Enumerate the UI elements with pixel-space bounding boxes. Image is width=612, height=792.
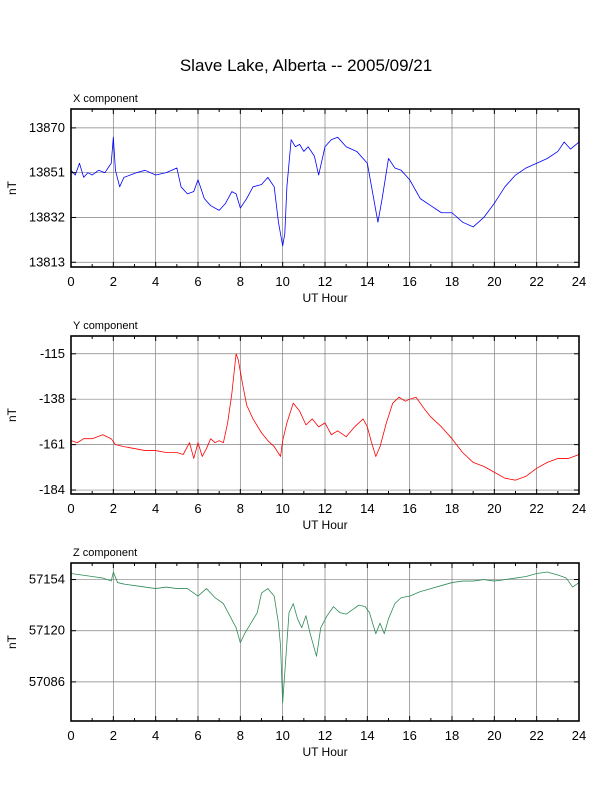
x-tick-label: 16 (402, 728, 416, 743)
x-tick-label: 12 (318, 274, 332, 289)
x-tick-label: 16 (402, 501, 416, 516)
x-tick-label: 4 (152, 274, 159, 289)
x-tick-label: 18 (445, 728, 459, 743)
y-tick-label: 57120 (29, 623, 65, 638)
x-tick-label: 20 (487, 501, 501, 516)
x-axis-label: UT Hour (302, 745, 347, 759)
x-tick-label: 22 (529, 728, 543, 743)
x-tick-label: 0 (67, 501, 74, 516)
x-tick-label: 14 (360, 274, 374, 289)
x-tick-label: 0 (67, 274, 74, 289)
y-tick-label: 13832 (29, 209, 65, 224)
x-tick-label: 0 (67, 728, 74, 743)
panel-title: Z component (73, 547, 137, 559)
y-tick-label: -115 (40, 346, 65, 361)
y-axis-label: nT (5, 407, 19, 422)
x-tick-label: 8 (237, 728, 244, 743)
x-tick-label: 6 (194, 501, 201, 516)
x-tick-label: 18 (445, 274, 459, 289)
x-tick-label: 6 (194, 274, 201, 289)
x-tick-label: 4 (152, 501, 159, 516)
x-tick-label: 16 (402, 274, 416, 289)
y-tick-label: -138 (39, 391, 65, 406)
x-tick-label: 14 (360, 728, 374, 743)
x-tick-label: 2 (110, 274, 117, 289)
series-line (70, 136, 580, 247)
x-tick-label: 20 (487, 728, 501, 743)
x-tick-label: 8 (237, 501, 244, 516)
y-tick-label: 13851 (29, 165, 65, 180)
y-tick-label: 57154 (29, 572, 65, 587)
x-tick-label: 24 (572, 501, 586, 516)
x-tick-label: 6 (194, 728, 201, 743)
y-axis-label: nT (5, 180, 19, 195)
x-tick-label: 10 (275, 501, 289, 516)
y-tick-label: 57086 (29, 674, 65, 689)
x-tick-label: 12 (318, 501, 332, 516)
x-tick-label: 24 (572, 274, 586, 289)
x-tick-label: 10 (275, 274, 289, 289)
x-tick-label: 8 (237, 274, 244, 289)
series-line (70, 353, 580, 481)
x-tick-label: 24 (572, 728, 586, 743)
page-title: Slave Lake, Alberta -- 2005/09/21 (179, 56, 433, 75)
series-line (70, 571, 580, 704)
x-tick-label: 2 (110, 728, 117, 743)
y-tick-label: -184 (39, 482, 65, 497)
x-tick-label: 14 (360, 501, 374, 516)
x-tick-label: 22 (529, 501, 543, 516)
x-axis-label: UT Hour (302, 518, 347, 532)
panel-title: Y component (73, 320, 138, 332)
x-tick-label: 22 (529, 274, 543, 289)
x-tick-label: 4 (152, 728, 159, 743)
x-tick-label: 12 (318, 728, 332, 743)
x-axis-label: UT Hour (302, 291, 347, 305)
x-tick-label: 20 (487, 274, 501, 289)
y-tick-label: -161 (39, 437, 65, 452)
y-tick-label: 13813 (29, 254, 65, 269)
y-axis-label: nT (5, 634, 19, 649)
panel-title: X component (73, 93, 138, 105)
x-tick-label: 18 (445, 501, 459, 516)
y-tick-label: 13870 (29, 120, 65, 135)
x-tick-label: 2 (110, 501, 117, 516)
x-tick-label: 10 (275, 728, 289, 743)
